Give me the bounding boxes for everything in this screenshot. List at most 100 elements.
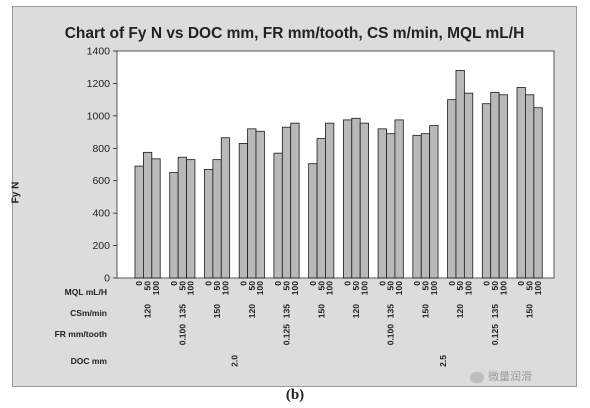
mql-tick-label: 100	[533, 281, 543, 295]
fr-tick-label: 0.100	[177, 324, 187, 346]
bar	[212, 159, 222, 279]
mql-tick-label: 0	[516, 281, 526, 286]
bar	[463, 92, 474, 279]
bar	[412, 134, 422, 279]
bar	[151, 158, 161, 279]
bar	[186, 159, 196, 279]
y-tick-label: 1400	[87, 46, 111, 58]
fr-tick-label: 0.100	[386, 324, 396, 346]
figure-caption: (b)	[285, 387, 305, 403]
y-tick-label: 1200	[87, 78, 111, 90]
mql-tick-label: 50	[525, 281, 535, 291]
mql-tick-label: 100	[394, 281, 404, 295]
mql-tick-label: 0	[308, 281, 318, 286]
cs-tick-label: 135	[282, 304, 292, 318]
bar	[238, 143, 248, 279]
mql-tick-label: 50	[351, 281, 361, 291]
cs-tick-label: 120	[455, 304, 465, 318]
bar	[516, 87, 526, 279]
mql-tick-label: 0	[447, 281, 457, 286]
bar	[525, 94, 535, 279]
cs-tick-label: 150	[420, 304, 430, 318]
cs-tick-label: 150	[525, 304, 535, 318]
y-tick-label: 0	[104, 273, 110, 285]
fr-tick-label: 0.125	[490, 324, 500, 346]
bar	[533, 107, 543, 279]
chart-title: Chart of Fy N vs DOC mm, FR mm/tooth, CS…	[64, 25, 525, 42]
cs-tick-label: 120	[351, 304, 361, 318]
bar	[177, 156, 187, 279]
bar	[481, 103, 492, 279]
mql-tick-label: 0	[377, 281, 387, 286]
y-tick-label: 600	[92, 175, 110, 187]
bar	[498, 94, 508, 279]
bar	[351, 117, 361, 279]
mql-tick-label: 50	[490, 281, 500, 291]
bar	[325, 122, 335, 279]
mql-tick-label: 50	[177, 281, 187, 291]
mql-tick-label: 0	[412, 281, 422, 286]
chart-frame: 0 200 400 600 800 1000 1200 1400 MQL mL/H CSm/min…	[10, 6, 577, 387]
bar	[247, 128, 257, 279]
bar	[359, 122, 369, 279]
bar	[316, 138, 326, 279]
bar	[290, 122, 300, 279]
bar	[255, 130, 265, 279]
bar	[281, 126, 292, 279]
cs-tick-label: 120	[143, 304, 153, 318]
watermark: 微量润滑	[470, 368, 532, 384]
factor-label: CSm/min	[70, 308, 107, 318]
mql-tick-label: 50	[212, 281, 222, 291]
wechat-icon	[470, 371, 484, 383]
cs-tick-label: 135	[386, 304, 396, 318]
cs-tick-label: 150	[316, 304, 326, 318]
bar	[455, 70, 465, 279]
mql-tick-label: 100	[325, 281, 335, 295]
bar	[377, 128, 387, 279]
mql-tick-label: 50	[455, 281, 465, 291]
bar	[308, 163, 318, 279]
bar	[169, 172, 179, 279]
mql-tick-label: 100	[220, 281, 230, 295]
mql-tick-label: 50	[143, 281, 153, 291]
bar	[386, 133, 396, 279]
bar	[134, 165, 144, 279]
cs-tick-label: 150	[212, 304, 222, 318]
y-tick-label: 200	[92, 240, 110, 252]
cs-tick-label: 120	[247, 304, 257, 318]
mql-tick-label: 100	[498, 281, 508, 295]
mql-tick-label: 50	[282, 281, 292, 291]
bar	[429, 125, 439, 279]
mql-tick-label: 100	[290, 281, 300, 295]
cs-tick-label: 135	[177, 304, 187, 318]
mql-tick-label: 100	[464, 281, 474, 295]
bar	[420, 133, 431, 279]
mql-tick-label: 100	[151, 281, 161, 295]
mql-tick-label: 0	[273, 281, 283, 286]
bar	[342, 119, 353, 279]
mql-tick-label: 100	[359, 281, 369, 295]
y-tick-label: 800	[92, 143, 110, 155]
mql-tick-label: 0	[134, 281, 144, 286]
mql-tick-label: 50	[420, 281, 430, 291]
mql-tick-label: 50	[247, 281, 257, 291]
factor-label: DOC mm	[71, 356, 108, 366]
bar	[220, 137, 231, 279]
mql-tick-label: 0	[169, 281, 179, 286]
bar	[490, 91, 500, 279]
mql-tick-label: 50	[386, 281, 396, 291]
y-axis-label: Fy N	[10, 181, 22, 204]
factor-label: FR mm/tooth	[55, 329, 107, 339]
bar	[204, 168, 214, 279]
mql-tick-label: 0	[343, 281, 353, 286]
mql-tick-label: 0	[482, 281, 492, 286]
bar	[447, 99, 457, 279]
bar	[273, 152, 283, 279]
watermark-text: 微量润滑	[488, 371, 532, 383]
y-tick-label: 400	[92, 208, 110, 220]
bar	[142, 151, 153, 279]
mql-tick-label: 0	[204, 281, 214, 286]
y-tick-label: 1000	[87, 110, 111, 122]
bar	[394, 119, 404, 279]
